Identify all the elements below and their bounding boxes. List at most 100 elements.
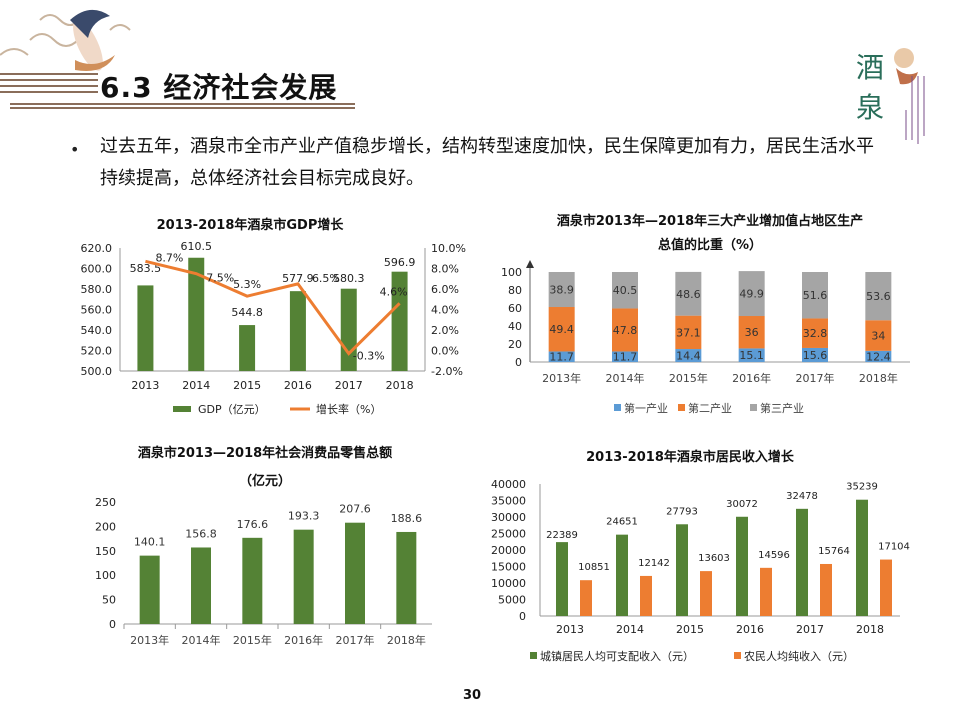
y-tick-label: 50 <box>102 594 116 607</box>
y-tick-label: 10000 <box>491 577 526 590</box>
growth-rate-label: 7.5% <box>206 272 234 285</box>
stack-segment-label: 15.1 <box>739 349 764 362</box>
x-tick-label: 2015年 <box>669 371 708 385</box>
growth-rate-label: 5.3% <box>233 278 261 291</box>
income-bar-label: 30072 <box>726 499 758 510</box>
income-bar-label: 17104 <box>878 542 910 553</box>
income-bar-label: 12142 <box>638 558 670 569</box>
stack-segment <box>612 272 638 309</box>
stack-segment <box>738 271 765 317</box>
bullet-text: 过去五年，酒泉市全市产业产值稳步增长，结构转型速度加快，民生保障更加有力，居民生… <box>100 136 874 189</box>
legend-label: 第三产业 <box>760 401 804 415</box>
x-tick-label: 2013 <box>131 379 159 392</box>
retail-bar-label: 188.6 <box>391 512 423 525</box>
x-tick-label: 2018年 <box>859 371 898 385</box>
stack-segment-label: 47.8 <box>613 324 638 337</box>
y-tick-label: 60 <box>508 302 522 315</box>
stack-segment-label: 37.1 <box>676 326 701 339</box>
x-tick-label: 2015 <box>233 379 261 392</box>
chart3-title-line1: 酒泉市2013—2018年社会消费品零售总额 <box>137 446 393 461</box>
stack-segment <box>675 315 702 350</box>
growth-rate-label: -0.3% <box>353 350 385 363</box>
y-tick-label: 0 <box>109 618 116 631</box>
legend-label: 第一产业 <box>624 401 668 415</box>
retail-bar-label: 140.1 <box>134 536 166 549</box>
retail-bar <box>191 547 211 624</box>
y2-tick-label: 8.0% <box>431 263 459 276</box>
income-bar <box>700 571 712 616</box>
y-tick-label: 580.0 <box>81 283 113 296</box>
income-bar-label: 13603 <box>698 553 730 564</box>
income-bar-label: 24651 <box>606 517 638 528</box>
chart3-title-line2: （亿元） <box>238 474 291 489</box>
income-bar <box>736 516 748 616</box>
stack-segment-label: 49.4 <box>549 323 574 336</box>
stack-segment <box>865 272 892 321</box>
stack-segment-label: 36 <box>745 326 759 339</box>
y2-tick-label: 2.0% <box>431 324 459 337</box>
y2-tick-label: 0.0% <box>431 345 459 358</box>
bullet-icon: • <box>70 140 80 159</box>
y-tick-label: 540.0 <box>81 324 113 337</box>
stack-segment-label: 14.4 <box>676 350 701 363</box>
growth-rate-line <box>145 259 401 356</box>
legend-swatch <box>614 404 621 411</box>
y-tick-label: 200 <box>95 520 116 533</box>
logo-char-1: 酒 <box>856 51 885 84</box>
stack-segment-label: 11.7 <box>613 351 638 364</box>
y-tick-label: 20 <box>508 338 522 351</box>
income-bar <box>676 524 688 616</box>
income-bar <box>796 508 808 616</box>
income-bar <box>880 559 892 616</box>
legend-label-urban: 城镇居民人均可支配收入（元） <box>540 649 694 663</box>
y-tick-label: 20000 <box>491 544 526 557</box>
x-tick-label: 2017 <box>796 623 824 636</box>
brand-logo: 酒 泉 <box>852 40 932 160</box>
y-tick-label: 40000 <box>491 478 526 491</box>
retail-bar-label: 193.3 <box>288 510 320 523</box>
retail-bar <box>293 529 314 624</box>
gdp-bar <box>391 271 408 371</box>
x-tick-label: 2013年 <box>542 371 581 385</box>
legend-swatch-rural <box>734 652 741 659</box>
y-tick-label: 80 <box>508 284 522 297</box>
y2-tick-label: 10.0% <box>431 242 466 255</box>
income-bar-label: 15764 <box>818 546 850 557</box>
stack-segment <box>865 320 892 351</box>
legend-swatch-urban <box>530 652 537 659</box>
chart2-title-line1: 酒泉市2013年—2018年三大产业增加值占地区生产 <box>556 214 864 229</box>
legend-label-rural: 农民人均纯收入（元） <box>744 649 854 663</box>
page-number: 30 <box>463 688 482 703</box>
stack-segment-label: 38.9 <box>549 284 574 297</box>
income-bar <box>556 542 568 616</box>
y-tick-label: 620.0 <box>81 242 113 255</box>
y2-tick-label: 4.0% <box>431 304 459 317</box>
stack-segment-label: 15.6 <box>803 349 828 362</box>
growth-rate-label: 8.7% <box>155 251 183 264</box>
y-tick-label: 25000 <box>491 528 526 541</box>
y-tick-label: 520.0 <box>81 345 113 358</box>
legend-swatch <box>750 404 757 411</box>
x-tick-label: 2014年 <box>606 371 645 385</box>
y-axis-arrow-icon <box>526 260 534 268</box>
y-tick-label: 100 <box>95 569 116 582</box>
x-tick-label: 2018年 <box>387 633 426 647</box>
income-bar-label: 27793 <box>666 506 698 517</box>
income-bar-label: 32478 <box>786 491 818 502</box>
gdp-bar-label: 610.5 <box>181 240 213 253</box>
gdp-bar-label: 577.9 <box>282 272 314 285</box>
stack-segment-label: 53.6 <box>866 290 891 303</box>
x-tick-label: 2016年 <box>284 633 323 647</box>
y-tick-label: 100 <box>501 266 522 279</box>
x-tick-label: 2013年 <box>130 633 169 647</box>
income-bar <box>760 567 772 616</box>
gdp-bar <box>289 291 306 371</box>
stack-segment <box>802 347 828 362</box>
retail-bar <box>242 537 263 624</box>
y-tick-label: 35000 <box>491 495 526 508</box>
x-tick-label: 2015年 <box>233 633 272 647</box>
income-bar-label: 14596 <box>758 550 790 561</box>
income-bar <box>616 534 628 616</box>
gdp-chart: 620.0 600.0 580.0 560.0 540.0 520.0 500.0 10.0%… <box>81 240 466 416</box>
stack-segment <box>738 348 765 362</box>
